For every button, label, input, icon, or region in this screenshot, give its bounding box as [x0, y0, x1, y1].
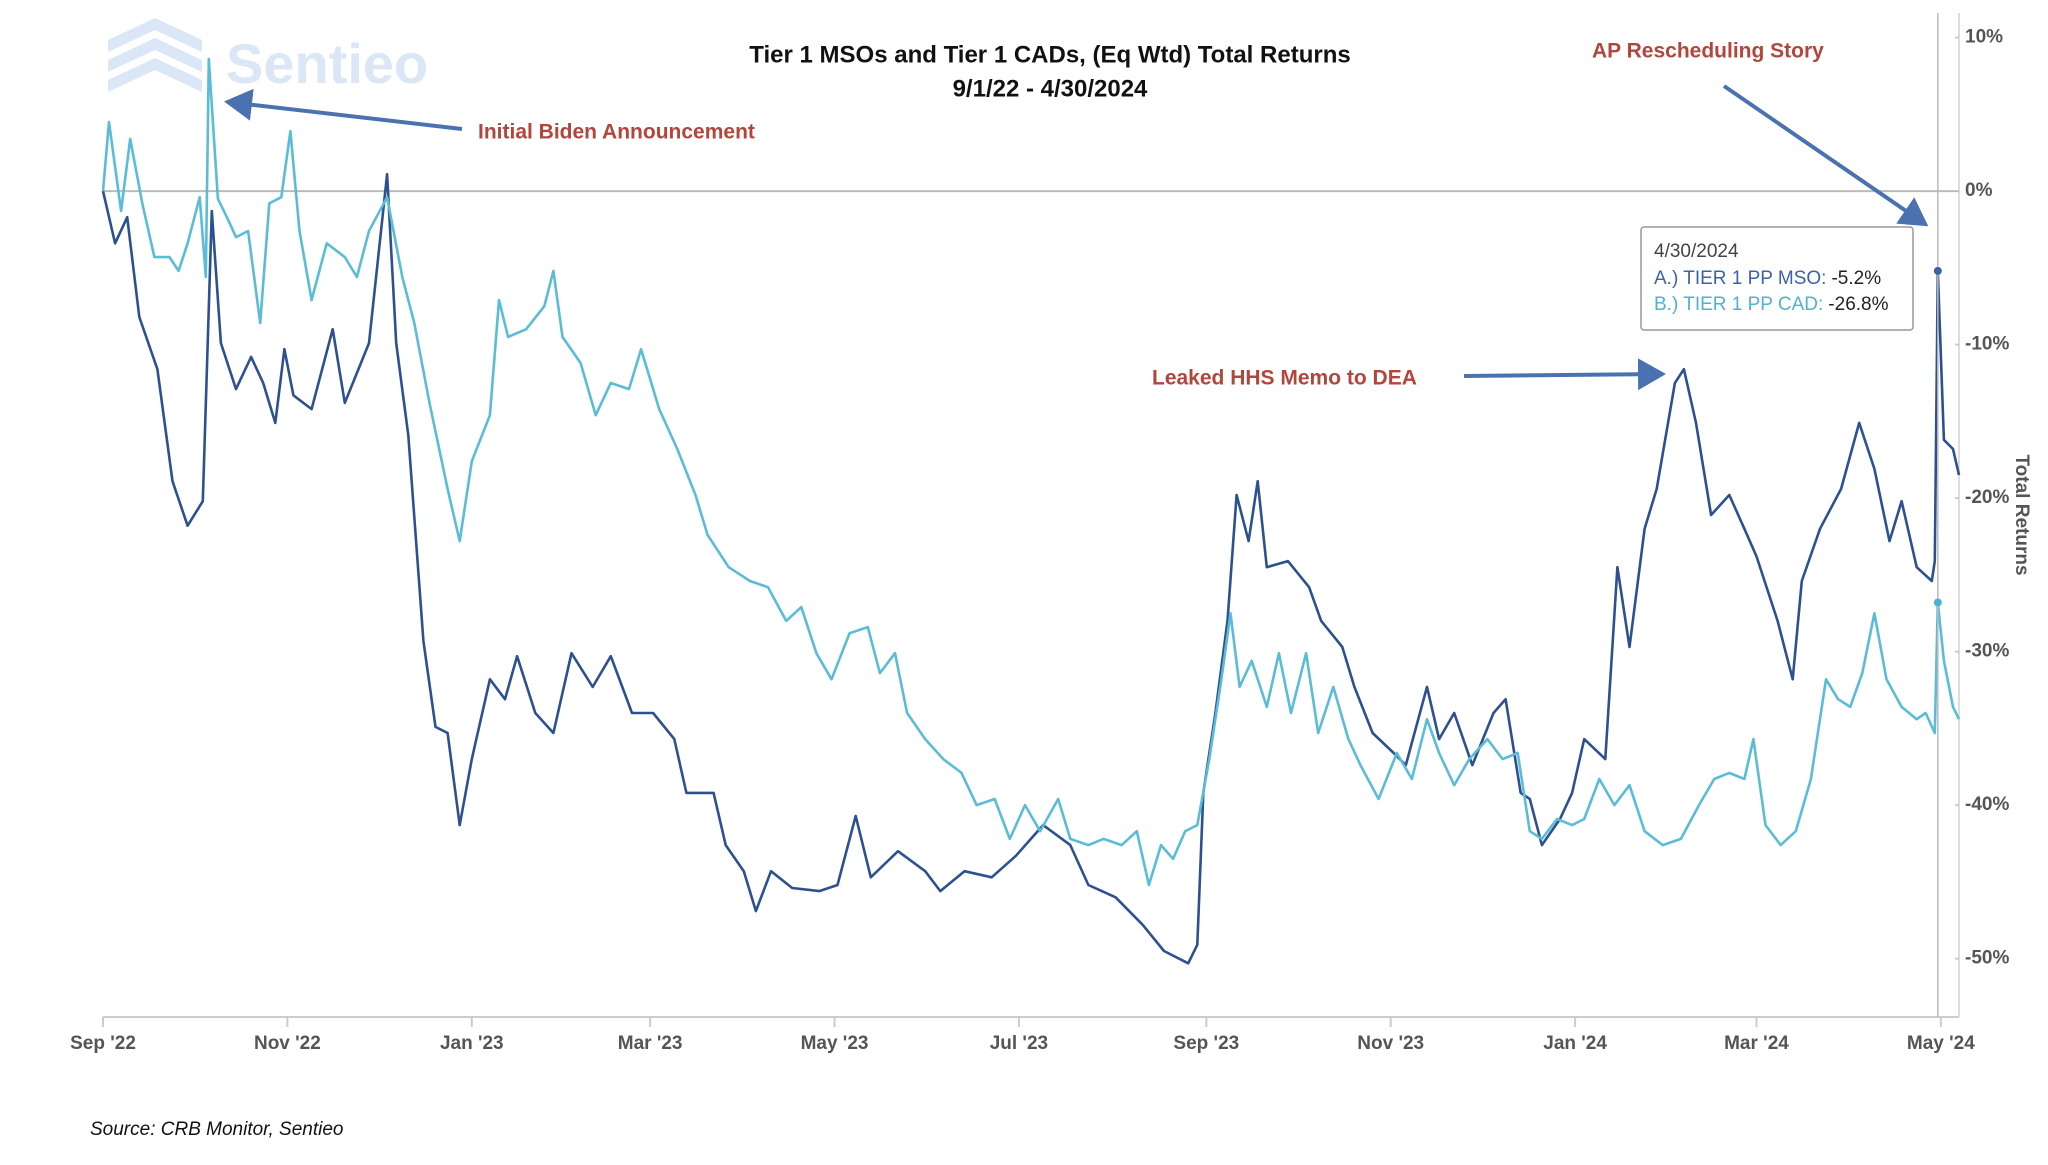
tooltip-series: A.) TIER 1 PP MSO: [1654, 268, 1826, 289]
y-axis-label: Total Returns [2011, 454, 2032, 575]
x-tick-label: Sep '22 [70, 1033, 136, 1054]
y-tick-label: 10% [1965, 27, 2003, 48]
series-line [101, 172, 1961, 965]
annotation: AP Rescheduling Story [1592, 40, 1824, 63]
tooltip-row: A.) TIER 1 PP MSO: -5.2% [1654, 268, 1881, 289]
watermark-logo [108, 18, 202, 92]
hover-point [1933, 266, 1942, 275]
tooltip-row: B.) TIER 1 PP CAD: -26.8% [1654, 294, 1889, 315]
source-note: Source: CRB Monitor, Sentieo [90, 1119, 343, 1140]
chart-subtitle: 9/1/22 - 4/30/2024 [953, 75, 1148, 102]
tooltip-series: B.) TIER 1 PP CAD: [1654, 294, 1823, 315]
chart-title: Tier 1 MSOs and Tier 1 CADs, (Eq Wtd) To… [749, 41, 1350, 68]
y-tick-label: -10% [1965, 334, 2009, 355]
x-tick-label: Sep '23 [1173, 1033, 1239, 1054]
x-tick-label: Mar '23 [618, 1033, 683, 1054]
annotation: Initial Biden Announcement [478, 121, 755, 144]
y-tick-label: -30% [1965, 641, 2009, 662]
x-tick-label: Mar '24 [1724, 1033, 1789, 1054]
y-tick-label: -40% [1965, 794, 2009, 815]
y-tick-label: -20% [1965, 487, 2009, 508]
y-tick-label: -50% [1965, 948, 2009, 969]
tooltip-date: 4/30/2024 [1654, 241, 1739, 262]
watermark: Sentieo [226, 32, 428, 95]
annotation-arrows [224, 84, 1929, 391]
x-tick-label: Nov '22 [254, 1033, 321, 1054]
x-tick-label: Jul '23 [990, 1033, 1048, 1054]
plot-area: 10% 0% -10% -20% -30% -40% -50% Sep '22 Nov '22 J… [70, 13, 2009, 1054]
hover-point [1933, 598, 1942, 607]
annotation: Leaked HHS Memo to DEA [1152, 367, 1417, 390]
x-tick-label: Nov '23 [1357, 1033, 1424, 1054]
tooltip-box [1640, 226, 1914, 331]
x-tick-label: May '23 [801, 1033, 869, 1054]
tooltip-value: -5.2% [1831, 268, 1881, 289]
x-tick-label: Jan '23 [440, 1033, 504, 1054]
y-tick-label: 0% [1965, 180, 1993, 201]
tooltip-value: -26.8% [1828, 294, 1888, 315]
tooltip: 4/30/2024 A.) TIER 1 PP MSO: -5.2% B.) TIER… [1640, 13, 1942, 1017]
x-tick-label: May '24 [1907, 1033, 1975, 1054]
x-tick-label: Jan '24 [1543, 1033, 1607, 1054]
series-line [101, 57, 1961, 887]
